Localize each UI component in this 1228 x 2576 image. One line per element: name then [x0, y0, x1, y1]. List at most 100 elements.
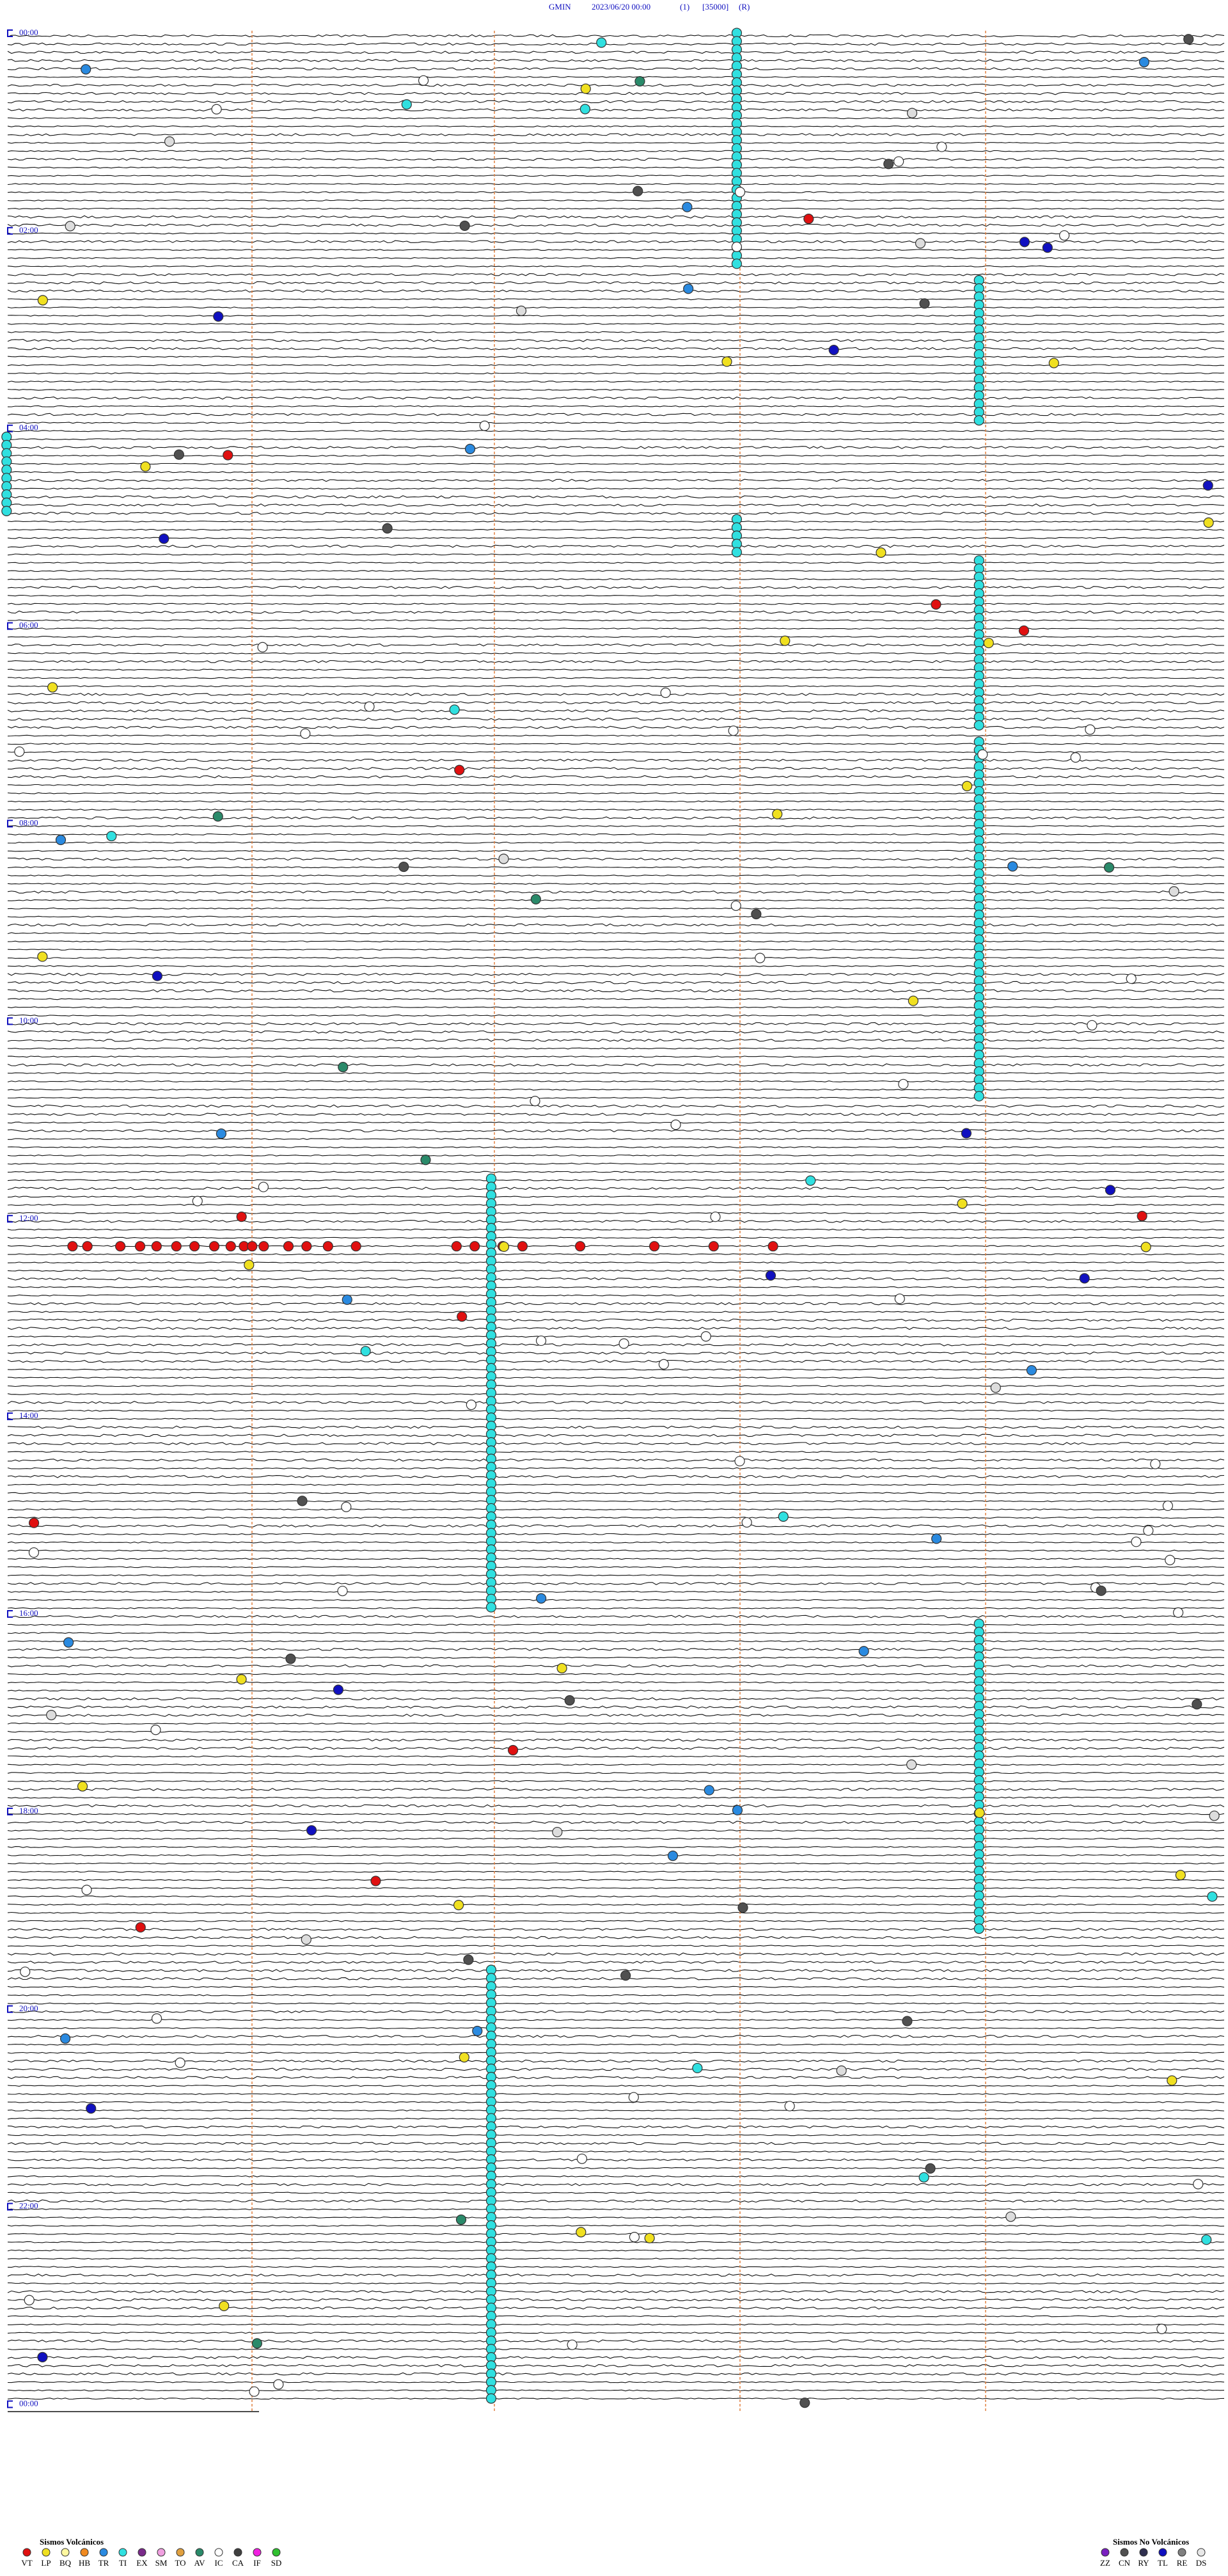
event [1, 505, 12, 516]
trace [7, 866, 1225, 869]
event [47, 682, 58, 693]
legend-swatch [157, 2548, 166, 2557]
trace [7, 570, 1225, 572]
trace [7, 117, 1225, 120]
event [134, 1241, 146, 1252]
trace [7, 2093, 1225, 2095]
legend-swatch [138, 2548, 146, 2557]
trace [7, 1920, 1225, 1922]
time-label: 04:00 [19, 423, 38, 432]
event [236, 1211, 247, 1222]
event [333, 1684, 344, 1695]
event [755, 952, 766, 963]
event [249, 2386, 260, 2397]
legend-code: HB [79, 2558, 90, 2568]
event [342, 1294, 352, 1305]
legend-swatch [1177, 2548, 1186, 2557]
legend-swatch [1158, 2548, 1167, 2557]
trace [7, 83, 1225, 87]
trace [8, 1755, 1225, 1758]
event [398, 861, 409, 873]
trace [7, 1146, 1225, 1148]
event [767, 1241, 778, 1252]
trace [7, 34, 1225, 38]
event [957, 1198, 968, 1209]
trace [7, 191, 1225, 193]
trace [7, 1385, 1225, 1387]
trace [7, 257, 1225, 259]
trace [7, 1228, 1225, 1231]
legend-code: EX [136, 2558, 148, 2568]
trace [8, 1096, 1225, 1099]
event [247, 1241, 258, 1252]
trace [7, 2339, 1225, 2343]
trace [7, 1911, 1225, 1914]
event [28, 1517, 40, 1528]
event [364, 701, 375, 712]
legend-code: RY [1138, 2558, 1149, 2568]
trace [7, 701, 1225, 704]
legend-code: DS [1196, 2558, 1207, 2568]
legend-swatch [22, 2548, 31, 2557]
trace [7, 2183, 1225, 2186]
trace [7, 1318, 1225, 1322]
trace [7, 883, 1225, 885]
trace [7, 273, 1225, 276]
event [751, 908, 762, 920]
event [1138, 57, 1150, 68]
time-label: 02:00 [19, 225, 38, 235]
trace [7, 2076, 1225, 2080]
event [479, 420, 490, 431]
event [472, 2025, 483, 2037]
trace [7, 1196, 1224, 1198]
traces [7, 34, 1225, 2400]
trace [7, 1772, 1225, 1774]
legend-code: SM [155, 2558, 168, 2568]
event [453, 1900, 464, 1911]
trace [7, 2372, 1225, 2376]
trace [7, 487, 1225, 490]
trace [7, 1697, 1225, 1701]
event [285, 1654, 296, 1664]
trace [7, 2232, 1225, 2235]
time-label: 18:00 [19, 1806, 38, 1815]
event [258, 1181, 269, 1192]
trace [7, 1451, 1225, 1453]
trace [7, 1582, 1225, 1585]
trace [7, 544, 1225, 548]
trace [7, 2027, 1225, 2029]
trace [7, 1764, 1225, 1766]
time-label: 06:00 [19, 620, 38, 630]
event [225, 1241, 236, 1252]
event [516, 305, 527, 316]
trace [7, 2332, 1225, 2334]
trace [7, 1311, 1225, 1313]
trace [7, 215, 1225, 219]
trace [7, 2249, 1225, 2252]
event [211, 104, 222, 115]
event [1173, 1607, 1184, 1618]
trace [7, 1927, 1225, 1931]
trace [7, 792, 1225, 794]
event [1169, 886, 1179, 897]
trace [7, 2315, 1225, 2318]
trace [7, 1977, 1225, 1980]
trace [7, 2257, 1225, 2260]
trace [7, 800, 1225, 803]
event [704, 1785, 714, 1796]
trace [7, 1705, 1225, 1709]
trace [7, 1038, 1225, 1042]
event [152, 970, 162, 981]
trace [7, 1327, 1225, 1331]
trace [7, 603, 1225, 605]
trace [7, 1879, 1225, 1881]
trace [7, 1219, 1225, 1223]
event [449, 704, 460, 715]
trace [7, 175, 1225, 177]
event [498, 1241, 510, 1252]
trace [7, 1615, 1225, 1618]
trace [7, 899, 1225, 901]
event [459, 2052, 469, 2063]
trace [7, 1821, 1225, 1824]
trace [7, 2085, 1225, 2087]
